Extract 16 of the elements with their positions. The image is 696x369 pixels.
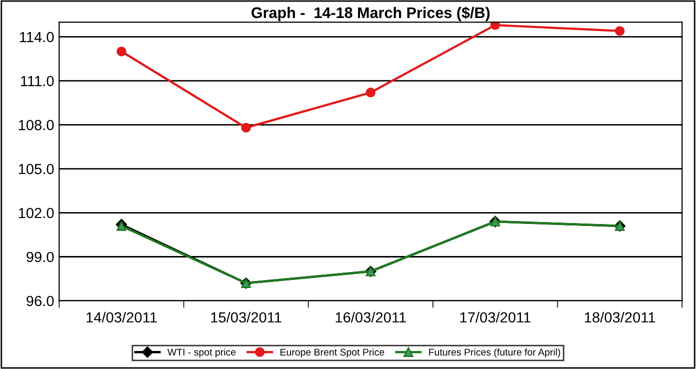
- y-tick-label: 96.0: [26, 296, 54, 306]
- chart-title: Graph - 14-18 March Prices ($/B): [252, 6, 490, 22]
- y-tick-label: 108.0: [18, 120, 54, 130]
- y-tick-label: 111.0: [21, 76, 54, 86]
- y-tick-label: 99.0: [26, 252, 54, 262]
- y-tick-label: 105.0: [18, 164, 54, 174]
- x-tick-label: 15/03/2011: [211, 312, 282, 323]
- legend-label: Europe Brent Spot Price: [280, 348, 384, 358]
- x-tick-label: 16/03/2011: [336, 312, 406, 323]
- x-tick-label: 14/03/2011: [86, 312, 157, 323]
- y-tick-label: 114.0: [20, 32, 54, 42]
- y-tick-label: 102.0: [18, 208, 54, 218]
- legend-label: Futures Prices (future for April): [429, 348, 560, 358]
- legend-label: WTI - spot price: [167, 348, 236, 358]
- x-tick-label: 18/03/2011: [584, 312, 656, 323]
- x-tick-label: 17/03/2011: [460, 312, 530, 323]
